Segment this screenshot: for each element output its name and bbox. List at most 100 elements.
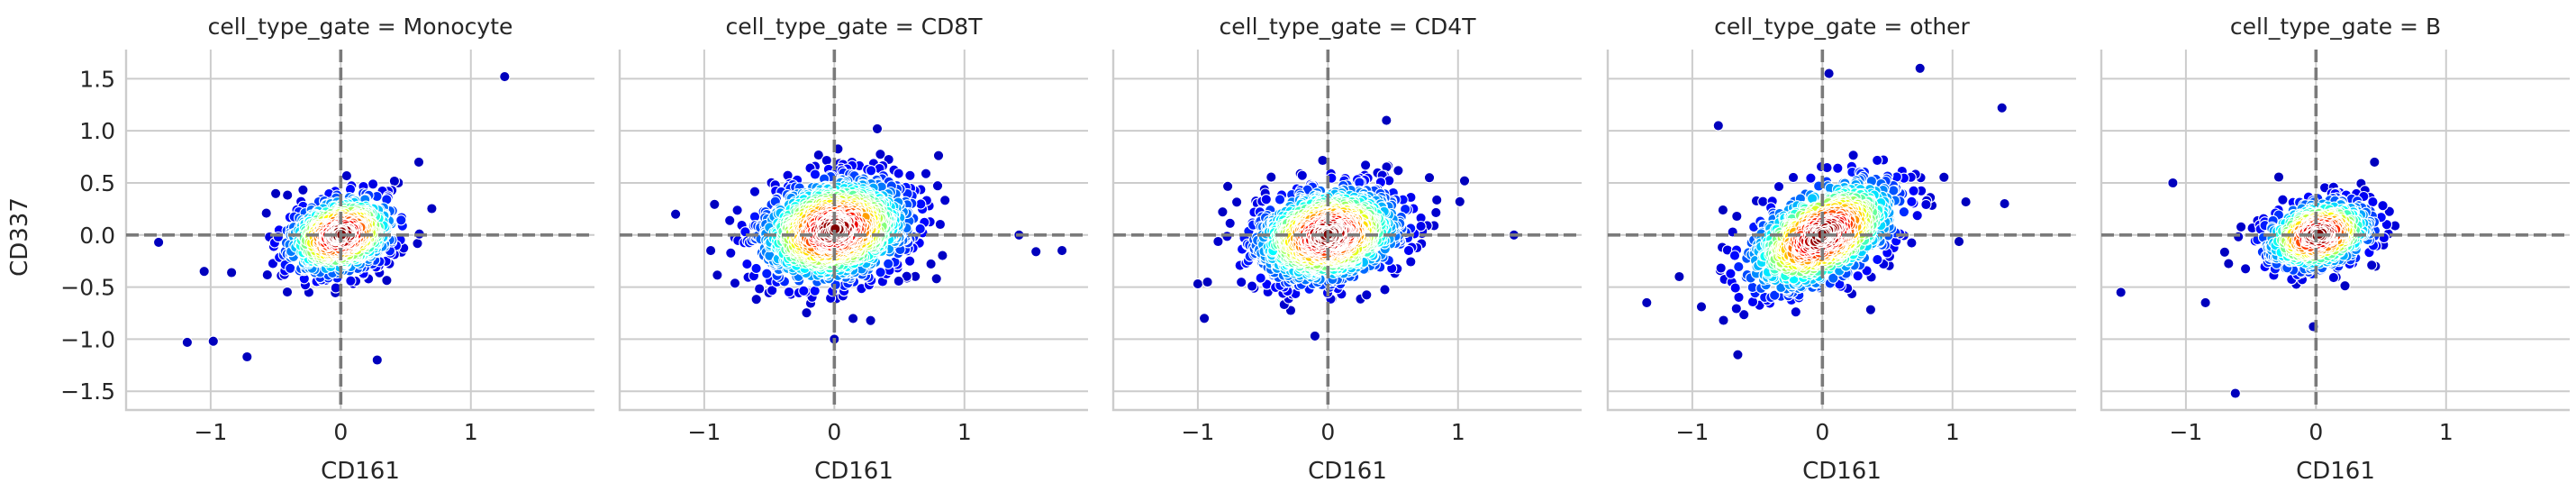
scatter-point	[1317, 154, 1329, 167]
scatter-point	[1953, 235, 1965, 248]
scatter-point	[821, 154, 832, 167]
scatter-point	[914, 223, 926, 235]
scatter-point	[345, 275, 357, 287]
scatter-point	[875, 149, 886, 160]
scatter-point	[413, 156, 425, 169]
scatter-point	[893, 168, 904, 179]
scatter-point	[426, 203, 438, 214]
scatter-point	[1673, 270, 1685, 283]
scatter-point	[1265, 171, 1277, 183]
scatter-points	[1641, 62, 2010, 360]
scatter-point	[1402, 244, 1415, 257]
y-tick-label: 1.0	[79, 118, 115, 144]
scatter-point	[865, 165, 877, 177]
x-tick-label: 1	[464, 419, 478, 445]
scatter-point	[939, 195, 951, 206]
scatter-point	[934, 218, 947, 231]
scatter-point	[1805, 172, 1817, 184]
scatter-point	[1431, 194, 1443, 206]
facet-panels: cell_type_gate = Monocyte−1 0 1CD161−1.5−1…	[60, 14, 2570, 485]
scatter-point	[1732, 349, 1744, 360]
scatter-point	[1823, 68, 1835, 79]
scatter-point	[930, 273, 942, 285]
scatter-point	[1731, 210, 1743, 223]
scatter-point	[1999, 197, 2010, 210]
scatter-point	[1192, 278, 1204, 290]
scatter-point	[712, 269, 723, 281]
scatter-point	[729, 278, 741, 289]
scatter-point	[225, 267, 238, 278]
scatter-point	[1379, 284, 1391, 296]
scatter-point	[937, 250, 948, 261]
scatter-point	[904, 169, 916, 181]
scatter-point	[709, 198, 721, 210]
scatter-point	[809, 169, 821, 180]
scatter-point	[1733, 260, 1745, 273]
x-tick-label: −1	[687, 419, 721, 445]
scatter-points	[1192, 114, 1520, 342]
scatter-point	[798, 285, 810, 296]
scatter-point	[297, 184, 309, 196]
scatter-point	[1914, 62, 1926, 74]
facet-title: cell_type_gate = CD4T	[1220, 14, 1477, 40]
scatter-point	[1392, 165, 1404, 177]
scatter-point	[285, 262, 296, 274]
scatter-point	[1381, 114, 1392, 126]
scatter-point	[750, 262, 762, 275]
scatter-point	[499, 70, 511, 83]
scatter-points	[152, 70, 511, 366]
scatter-point	[1960, 196, 1972, 208]
scatter-point	[282, 189, 294, 201]
x-axis-label: CD161	[321, 458, 400, 485]
scatter-points	[669, 123, 1068, 345]
scatter-point	[1911, 210, 1923, 222]
scatter-point	[152, 236, 165, 249]
x-axis-label: CD161	[814, 458, 893, 485]
scatter-point	[1847, 150, 1859, 161]
scatter-point	[925, 258, 937, 270]
scatter-point	[1405, 256, 1417, 268]
scatter-point	[1832, 162, 1844, 174]
scatter-point	[669, 208, 682, 220]
scatter-point	[281, 286, 294, 298]
scatter-point	[901, 270, 912, 282]
scatter-point	[1864, 304, 1877, 315]
x-tick-label: 1	[957, 419, 972, 445]
scatter-point	[1361, 289, 1373, 301]
scatter-point	[741, 258, 753, 270]
axis-spine	[124, 50, 594, 412]
facet-title: cell_type_gate = Monocyte	[208, 14, 513, 40]
scatter-point	[412, 238, 423, 250]
scatter-point	[1729, 282, 1741, 294]
scatter-point	[1938, 171, 1950, 183]
scatter-point	[1198, 313, 1211, 324]
scatter-point	[1996, 102, 2008, 114]
scatter-point	[269, 187, 282, 199]
scatter-point	[704, 244, 717, 257]
scatter-point	[1260, 194, 1272, 205]
scatter-point	[198, 266, 210, 278]
scatter-point	[1852, 270, 1864, 282]
scatter-point	[260, 207, 272, 219]
scatter-point	[1212, 235, 1224, 248]
scatter-point	[1773, 180, 1785, 193]
scatter-point	[920, 168, 932, 179]
scatter-point	[1641, 296, 1653, 309]
scatter-point	[367, 178, 379, 190]
scatter-point	[1221, 180, 1234, 192]
scatter-point	[883, 258, 894, 269]
scatter-point	[1296, 169, 1308, 181]
scatter-point	[1458, 175, 1471, 187]
scatter-point	[1872, 154, 1883, 167]
scatter-point	[865, 314, 876, 326]
scatter-point	[1423, 172, 1436, 184]
scatter-point	[1202, 276, 1213, 288]
scatter-point	[812, 149, 824, 161]
x-tick-label: −1	[1181, 419, 1214, 445]
scatter-point	[1274, 194, 1286, 205]
x-tick-label: 1	[1451, 419, 1465, 445]
scatter-point	[1908, 185, 1919, 196]
